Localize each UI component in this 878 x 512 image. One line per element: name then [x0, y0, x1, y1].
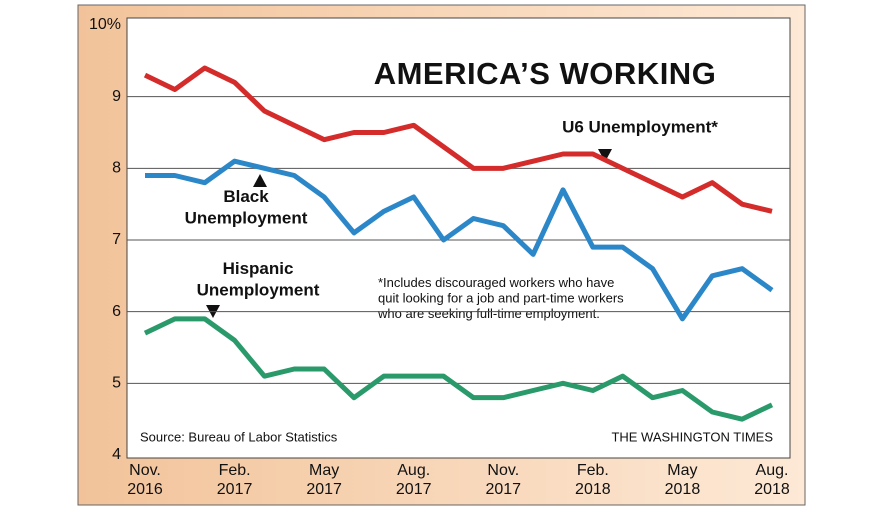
series-line: [143, 65, 773, 214]
y-tick-label: 10%: [89, 16, 121, 33]
y-tick-label: 8: [112, 160, 121, 177]
arrow: [253, 174, 267, 187]
series-label: U6 Unemployment*: [562, 117, 718, 136]
x-tick-label: Aug. 2017: [396, 462, 432, 498]
y-tick-label: 5: [112, 375, 121, 392]
credit: THE WASHINGTON TIMES: [611, 429, 773, 444]
series-line: [143, 316, 774, 422]
x-tick-label: Feb. 2018: [575, 462, 611, 498]
series-line: [145, 158, 774, 322]
x-tick-label: May 2018: [665, 462, 701, 498]
y-tick-label: 9: [112, 88, 121, 105]
y-tick-label: 6: [112, 303, 121, 320]
x-tick-label: Feb. 2017: [217, 462, 253, 498]
x-tick-label: May 2017: [306, 462, 342, 498]
y-tick-label: 7: [112, 231, 121, 248]
x-tick-label: Nov. 2016: [127, 462, 163, 498]
x-tick-label: Aug. 2018: [754, 462, 790, 498]
chart-title: AMERICA’S WORKING: [374, 56, 717, 91]
source: Source: Bureau of Labor Statistics: [140, 429, 338, 444]
series-label: Hispanic Unemployment: [197, 259, 320, 300]
y-tick-label: 4: [112, 446, 121, 463]
arrow: [598, 149, 612, 162]
series-label: Black Unemployment: [185, 187, 308, 228]
x-tick-label: Nov. 2017: [485, 462, 521, 498]
footnote: *Includes discouraged workers who have qu…: [377, 275, 624, 321]
